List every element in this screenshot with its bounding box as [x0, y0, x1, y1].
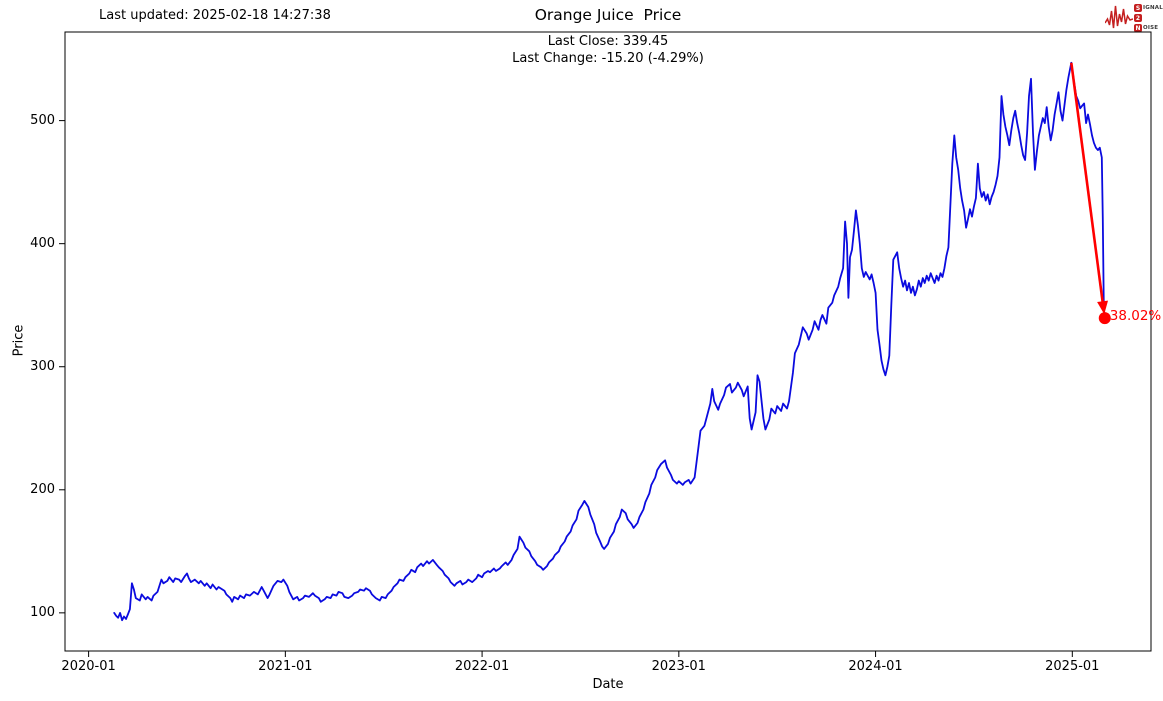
x-axis-title: Date: [592, 677, 624, 692]
logo-badge-s: S: [1134, 4, 1142, 12]
logo-text-oise: OISE: [1143, 25, 1159, 31]
x-tick-label: 2024-01: [848, 659, 903, 674]
y-tick-label: 300: [30, 358, 55, 374]
logo-badge-2: 2: [1134, 14, 1142, 22]
x-tick-label: 2022-01: [454, 659, 510, 674]
x-tick-label: 2025-01: [1045, 659, 1100, 674]
y-tick-label: 400: [30, 235, 55, 251]
y-tick-label: 500: [30, 112, 55, 128]
logo-wordmark: S IGNAL 2 N OISE: [1134, 4, 1163, 33]
last-updated-label: Last updated: 2025-02-18 14:27:38: [99, 8, 331, 23]
drawdown-arrow-head: [1097, 300, 1109, 315]
x-tick-label: 2021-01: [258, 659, 313, 674]
chart-subtitle-last-close: Last Close: 339.45: [547, 34, 669, 49]
last-close-dot: [1098, 312, 1111, 325]
drawdown-annotation-label: 38.02%: [1109, 308, 1162, 325]
y-tick-label: 100: [30, 604, 55, 620]
drawdown-arrow-line: [1070, 62, 1105, 305]
plot-spines: [64, 31, 1152, 652]
x-tick-label: 2023-01: [651, 659, 706, 674]
ecg-waveform-icon: [1104, 1, 1134, 35]
logo-badge-n: N: [1134, 24, 1142, 32]
chart-subtitle-last-change: Last Change: -15.20 (-4.29%): [512, 51, 704, 66]
logo-text-ignal: IGNAL: [1143, 5, 1163, 11]
chart-title: Orange Juice Price: [534, 6, 682, 24]
y-axis-title: Price: [11, 324, 27, 357]
y-tick-label: 200: [30, 481, 55, 497]
signal-2-noise-logo: S IGNAL 2 N OISE: [1104, 1, 1163, 35]
price-line: [113, 61, 1106, 622]
x-tick-label: 2020-01: [61, 659, 116, 674]
